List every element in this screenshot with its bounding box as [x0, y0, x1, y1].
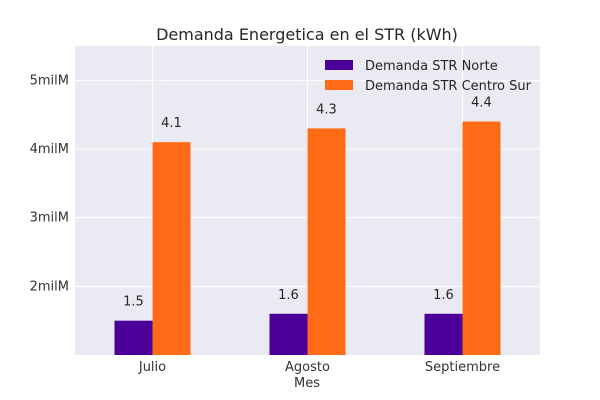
y-tick-label: 3milM	[30, 211, 69, 226]
bar	[462, 121, 501, 356]
legend-swatch	[325, 60, 353, 70]
x-axis-title: Mes	[294, 376, 320, 391]
x-tick-label: Septiembre	[425, 360, 500, 375]
data-labels: 1.5 1.6 1.6 4.1 4.3 4.4	[123, 96, 492, 310]
x-tick-label: Agosto	[285, 360, 330, 375]
bar-value-label: 1.6	[278, 288, 299, 303]
bar	[307, 128, 346, 355]
bars	[114, 121, 501, 356]
bar-value-label: 4.1	[161, 116, 182, 131]
legend: Demanda STR Norte Demanda STR Centro Sur	[325, 59, 532, 94]
bar-value-label: 4.4	[471, 96, 492, 111]
bar-value-label: 1.5	[123, 295, 144, 310]
bar	[424, 313, 463, 355]
tick-labels: 2milM 3milM 4milM 5milM Julio Agosto Septiembr…	[30, 73, 500, 375]
x-tick-label: Julio	[138, 360, 166, 375]
bar	[114, 320, 153, 355]
chart-title: Demanda Energetica en el STR (kWh)	[156, 25, 458, 44]
bar-value-label: 1.6	[433, 288, 454, 303]
bar	[269, 313, 308, 355]
bar-value-label: 4.3	[316, 102, 337, 117]
y-tick-label: 2milM	[30, 279, 69, 294]
y-tick-label: 4milM	[30, 142, 69, 157]
bar	[152, 142, 191, 355]
legend-label: Demanda STR Norte	[365, 59, 498, 74]
legend-swatch	[325, 80, 353, 90]
y-tick-label: 5milM	[30, 73, 69, 88]
legend-label: Demanda STR Centro Sur	[365, 79, 532, 94]
